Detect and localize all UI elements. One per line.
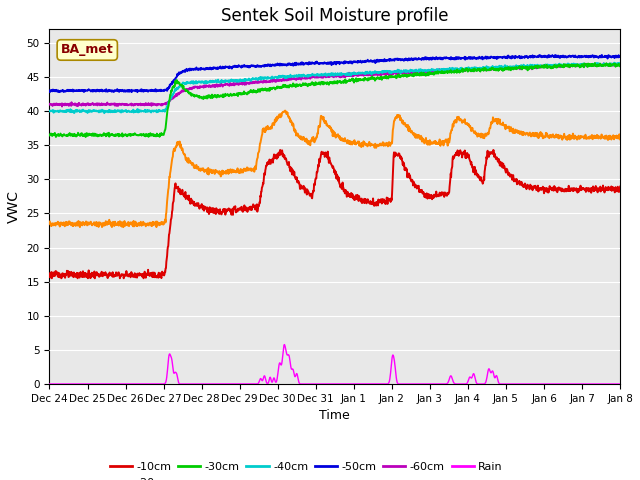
Legend: -10cm, -20cm, -30cm, -40cm, -50cm, -60cm, Rain: -10cm, -20cm, -30cm, -40cm, -50cm, -60cm… (105, 457, 508, 480)
Y-axis label: VWC: VWC (7, 190, 21, 223)
Text: BA_met: BA_met (61, 44, 114, 57)
X-axis label: Time: Time (319, 409, 350, 422)
Title: Sentek Soil Moisture profile: Sentek Soil Moisture profile (221, 7, 449, 25)
